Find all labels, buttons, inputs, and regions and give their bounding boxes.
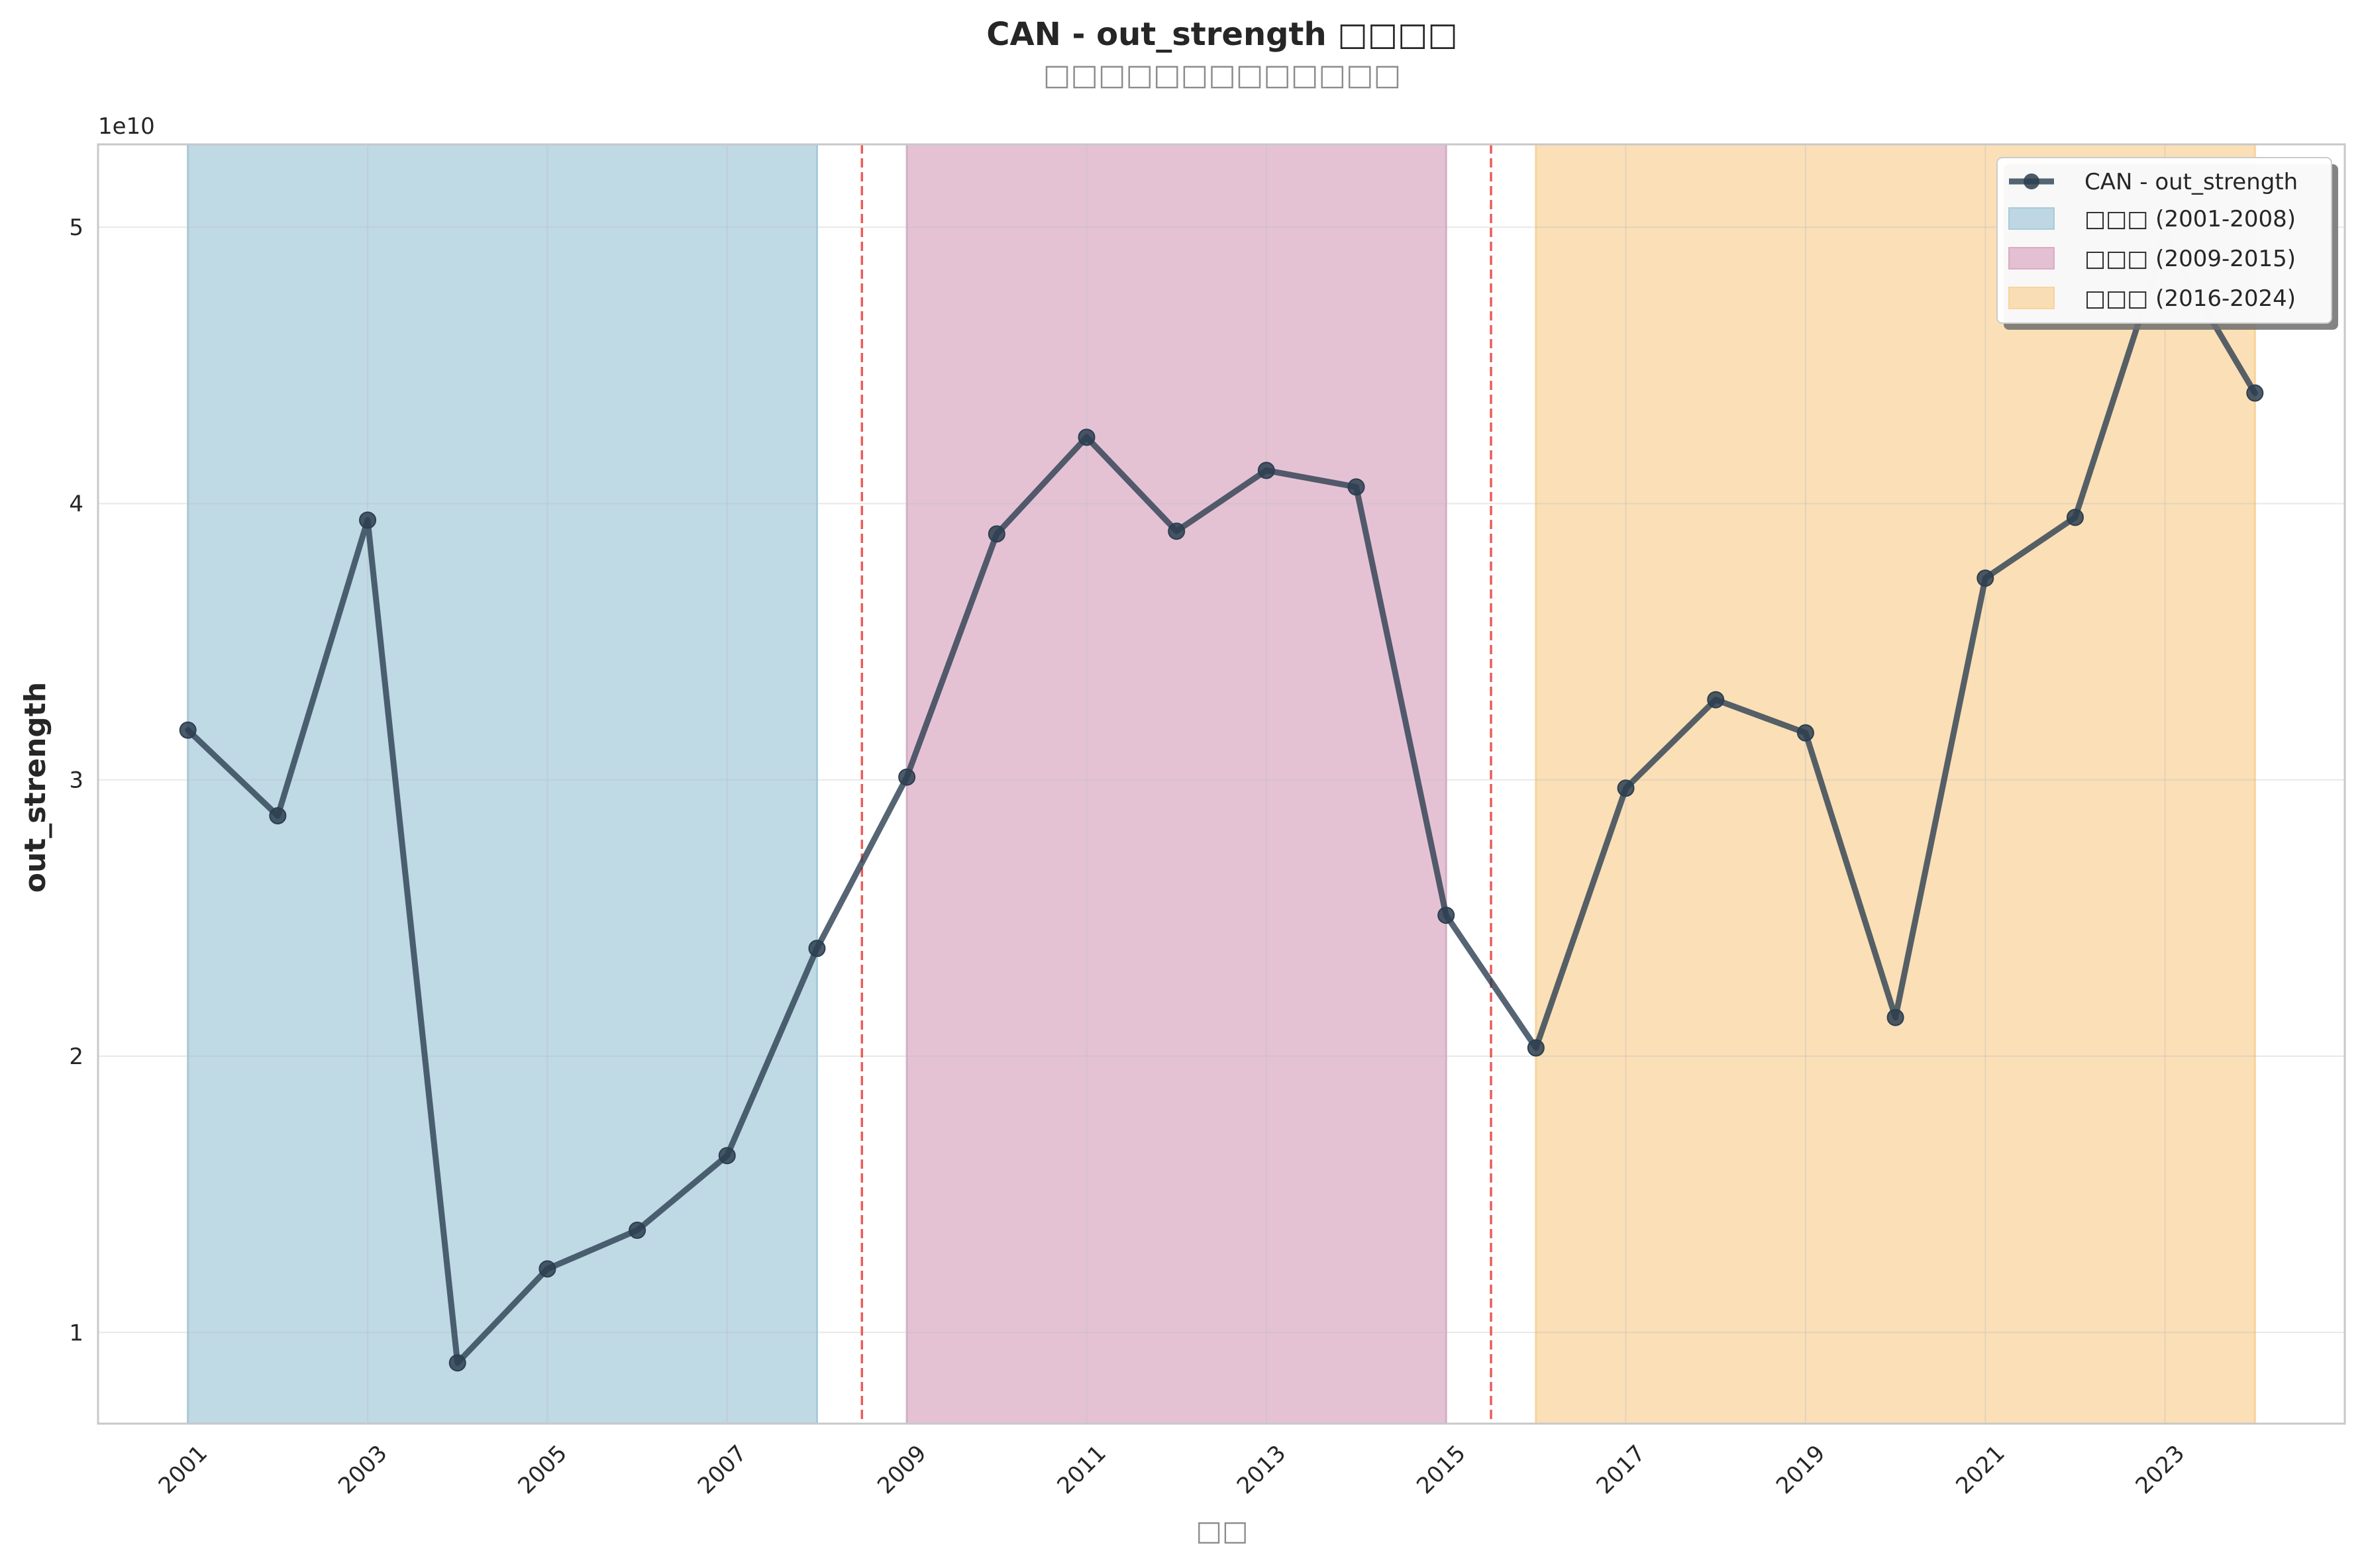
y-tick-label: 4	[69, 491, 83, 517]
x-tick-label: 2001	[154, 1440, 213, 1499]
data-point	[1168, 522, 1186, 540]
data-point	[539, 1260, 556, 1278]
data-point	[1437, 906, 1455, 924]
data-point	[898, 768, 916, 786]
data-point	[1886, 1008, 1904, 1026]
period-band-2	[905, 143, 1447, 1425]
x-tick-label: 2013	[1232, 1440, 1291, 1499]
y-axis-ticks: 1 2 3 4 5	[69, 215, 83, 1346]
data-point	[1527, 1039, 1545, 1057]
x-tick-label: 2017	[1592, 1440, 1651, 1499]
data-point	[2066, 509, 2084, 526]
period-band-3	[1535, 143, 2256, 1425]
plot-frame	[97, 143, 2346, 1425]
legend: CAN - out_strength □□□ (2001-2008) □□□ (20…	[1996, 157, 2338, 330]
data-point	[1617, 779, 1635, 797]
data-point	[448, 1354, 466, 1372]
data-point	[1257, 462, 1275, 479]
data-point	[269, 807, 287, 824]
data-point	[1347, 478, 1365, 496]
y-tick-label: 3	[69, 767, 83, 794]
data-point	[808, 940, 826, 957]
y-axis-label: out_strength	[19, 682, 52, 893]
x-tick-label: 2023	[2131, 1440, 2190, 1499]
legend-label: □□□ (2001-2008)	[2084, 206, 2296, 232]
breakpoint-lines	[860, 144, 1492, 1424]
chart-subtitle: □□□□□□□□□□□□□	[1043, 58, 1401, 92]
x-tick-label: 2011	[1052, 1440, 1111, 1499]
series-line	[185, 238, 2258, 1366]
x-axis-ticks: 2001 2003 2005 2007 2009 2011 2013 2015 2017 2019…	[154, 1440, 2190, 1499]
y-tick-label: 5	[69, 215, 83, 241]
legend-label: □□□ (2016-2024)	[2084, 285, 2296, 312]
legend-swatch	[2008, 287, 2055, 309]
x-tick-label: 2005	[513, 1440, 572, 1499]
legend-swatch	[2008, 247, 2055, 270]
data-point	[1796, 724, 1814, 742]
data-point	[2246, 384, 2264, 402]
y-axis-offset-label: 1e10	[98, 113, 155, 140]
data-point	[359, 511, 377, 529]
x-axis-label: □□	[1196, 1514, 1248, 1547]
period-band-1	[187, 143, 818, 1425]
legend-label: CAN - out_strength	[2084, 169, 2298, 195]
data-point	[179, 721, 197, 739]
data-point	[1078, 428, 1096, 446]
data-point	[988, 525, 1005, 543]
x-tick-label: 2019	[1771, 1440, 1830, 1499]
x-tick-label: 2003	[333, 1440, 392, 1499]
legend-box	[1996, 157, 2332, 324]
legend-label: □□□ (2009-2015)	[2084, 246, 2296, 272]
data-point	[1977, 569, 1994, 587]
data-point	[718, 1147, 736, 1165]
y-tick-label: 2	[69, 1044, 83, 1070]
x-tick-label: 2009	[872, 1440, 931, 1499]
legend-swatch	[2008, 207, 2055, 230]
chart-title: CAN - out_strength □□□□	[986, 16, 1458, 53]
period-bands	[187, 143, 2256, 1425]
data-point	[1707, 691, 1725, 709]
plot-border	[97, 143, 2346, 1425]
x-tick-label: 2021	[1951, 1440, 2010, 1499]
data-point	[629, 1221, 646, 1239]
legend-series-marker	[2024, 173, 2039, 189]
x-tick-label: 2015	[1412, 1440, 1470, 1499]
y-tick-label: 1	[69, 1320, 83, 1346]
x-tick-label: 2007	[693, 1440, 752, 1499]
